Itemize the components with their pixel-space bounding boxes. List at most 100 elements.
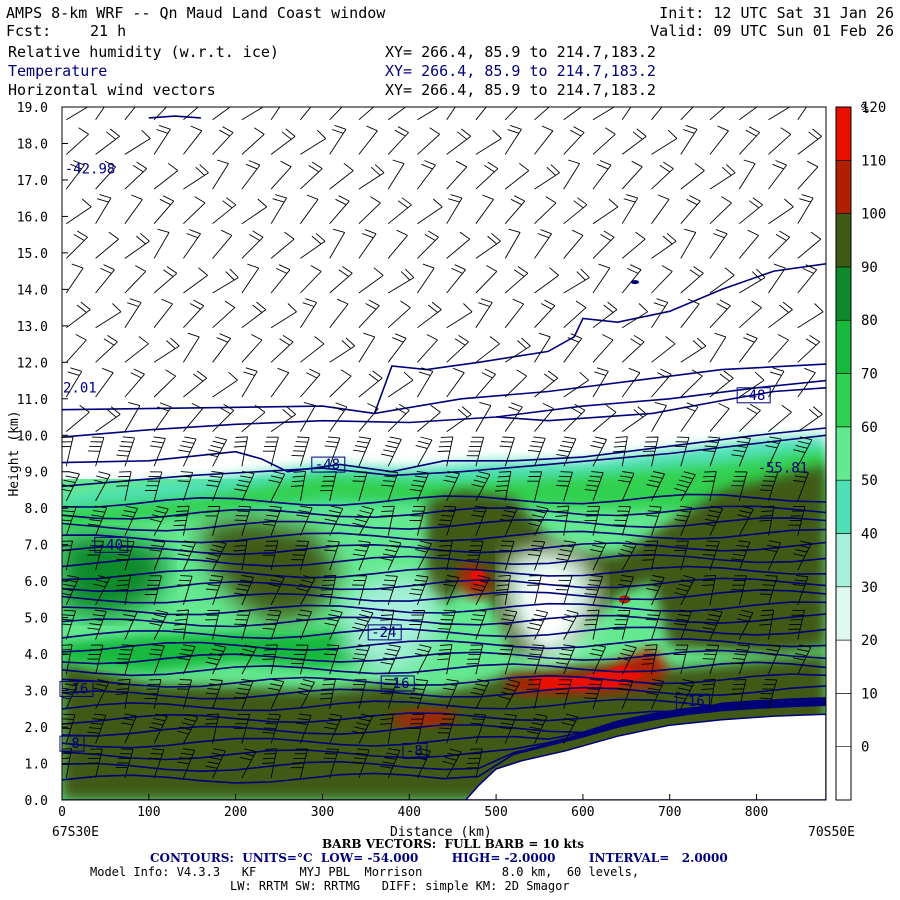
wind-barb bbox=[528, 436, 546, 467]
wind-barb bbox=[352, 748, 370, 779]
wind-barb bbox=[417, 404, 441, 432]
y-tick-label: 14.0 bbox=[17, 283, 48, 298]
temp-contour bbox=[62, 626, 826, 640]
wind-barb bbox=[466, 748, 483, 779]
y-tick-label: 19.0 bbox=[17, 101, 48, 116]
wind-barb bbox=[768, 404, 792, 432]
wind-barb bbox=[95, 128, 120, 155]
wind-barb bbox=[270, 231, 295, 259]
wind-barb bbox=[124, 161, 148, 190]
wind-barb bbox=[295, 679, 315, 710]
wind-barb bbox=[324, 540, 340, 571]
wind-barb bbox=[296, 609, 313, 640]
wind-barb bbox=[66, 198, 92, 225]
wind-barb bbox=[563, 403, 586, 432]
contour-label: -48 bbox=[740, 388, 765, 404]
x-tick-label: 700 bbox=[658, 805, 681, 820]
wind-barb bbox=[183, 332, 200, 363]
wind-barb bbox=[527, 471, 543, 502]
wind-barb bbox=[504, 162, 530, 190]
wind-barb bbox=[153, 162, 179, 190]
wind-barb bbox=[324, 505, 344, 536]
wind-barb bbox=[387, 371, 414, 398]
colorbar-swatch bbox=[835, 533, 852, 588]
y-tick-label: 7.0 bbox=[25, 539, 48, 554]
contour-label: -16 bbox=[679, 694, 704, 710]
wind-barb bbox=[329, 402, 348, 432]
wind-barb bbox=[797, 406, 823, 432]
model-info-2: LW: RRTM SW: RRTMG DIFF: simple KM: 2D S… bbox=[230, 879, 570, 893]
contour-label: -24 bbox=[371, 625, 396, 641]
wind-barb bbox=[759, 471, 779, 502]
wind-barb bbox=[621, 406, 648, 432]
contour-label-box bbox=[59, 680, 94, 697]
wind-barb bbox=[153, 124, 171, 155]
wind-barb bbox=[617, 678, 634, 709]
wind-barb bbox=[353, 436, 372, 467]
wind-barb bbox=[183, 229, 201, 259]
wind-barb bbox=[121, 505, 138, 536]
wind-barb bbox=[768, 301, 793, 329]
wind-barb bbox=[177, 748, 196, 779]
wind-barb bbox=[241, 198, 268, 225]
wind-barb bbox=[234, 505, 252, 536]
colorbar-swatch bbox=[835, 160, 852, 214]
wind-barb bbox=[446, 231, 470, 259]
wind-barb bbox=[759, 679, 778, 709]
contour-label: -55.81 bbox=[758, 461, 809, 477]
wind-barb bbox=[589, 644, 607, 675]
field-wind: Horizontal wind vectors bbox=[8, 81, 216, 99]
wind-barb bbox=[409, 471, 430, 502]
wind-barb bbox=[446, 335, 469, 363]
wind-barb bbox=[793, 471, 809, 502]
temp-contour bbox=[148, 115, 201, 119]
y-tick-label: 11.0 bbox=[17, 393, 48, 408]
wind-barb bbox=[183, 125, 203, 155]
contour-label-box bbox=[367, 624, 402, 641]
wind-barb bbox=[291, 540, 310, 571]
wind-barb bbox=[153, 107, 168, 121]
wind-barb bbox=[651, 336, 676, 363]
wind-barb bbox=[93, 471, 111, 502]
wind-barb bbox=[124, 336, 149, 363]
temp-contour bbox=[62, 565, 826, 581]
wind-barb bbox=[319, 678, 336, 709]
wind-barb bbox=[212, 197, 237, 225]
wind-barb bbox=[234, 471, 255, 502]
wind-barb bbox=[797, 160, 819, 190]
wind-barb bbox=[621, 367, 641, 398]
wind-barb bbox=[499, 505, 518, 536]
wind-barb bbox=[556, 540, 576, 571]
wind-barb bbox=[651, 194, 670, 224]
wind-barb bbox=[437, 540, 453, 571]
wind-barb bbox=[446, 264, 466, 294]
wind-barb bbox=[115, 678, 131, 709]
wind-barb bbox=[300, 194, 319, 224]
wind-barb bbox=[736, 609, 754, 640]
temp-contour bbox=[62, 363, 826, 415]
wind-barb bbox=[499, 540, 515, 571]
contour-labels: -42.98 2.01 -48 -48 -55.81 -40 -24 -16 -16 -16 -8 -… bbox=[59, 162, 809, 759]
wind-barb bbox=[618, 471, 635, 502]
wind-barb bbox=[534, 125, 554, 155]
wind-barb bbox=[183, 370, 207, 398]
wind-barb bbox=[149, 436, 166, 467]
wind-barb bbox=[149, 644, 165, 675]
colorbar-label: 20 bbox=[861, 633, 878, 649]
temp-contour bbox=[62, 702, 826, 773]
wind-barb bbox=[239, 748, 257, 779]
wind-barb bbox=[563, 300, 587, 329]
wind-barb bbox=[87, 748, 103, 779]
colorbar-label: 60 bbox=[861, 420, 878, 436]
wind-barb bbox=[563, 159, 580, 190]
y-tick-label: 16.0 bbox=[17, 210, 48, 225]
wind-barb bbox=[504, 124, 522, 155]
wind-barb bbox=[592, 301, 618, 329]
wind-barb bbox=[387, 159, 405, 190]
wind-barb bbox=[62, 748, 73, 779]
wind-barb bbox=[65, 263, 84, 294]
wind-barb bbox=[437, 713, 456, 744]
wind-barb bbox=[205, 644, 227, 675]
wind-barb bbox=[621, 303, 649, 329]
y-tick-label: 17.0 bbox=[17, 174, 48, 189]
